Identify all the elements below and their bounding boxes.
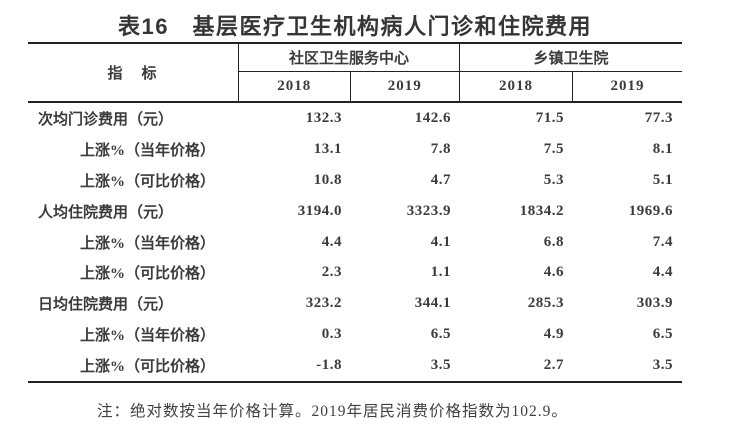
- table-footnote: 注：绝对数按当年价格计算。2019年居民消费价格指数为102.9。: [97, 403, 568, 420]
- cell-value: 77.3: [644, 109, 673, 126]
- cell-value: 4.1: [430, 233, 451, 250]
- cell-value: 7.5: [543, 140, 564, 157]
- table-row: 次均门诊费用（元） 132.3 142.6 71.5 77.3: [28, 103, 682, 134]
- cell-value: 7.4: [652, 233, 673, 250]
- table-row: 上涨%（当年价格） 0.3 6.5 4.9 6.5: [28, 319, 682, 350]
- cell-value: 13.1: [313, 140, 342, 157]
- cell-value: 132.3: [305, 109, 342, 126]
- cell-value: 3194.0: [297, 202, 342, 219]
- table-row: 上涨%（当年价格） 13.1 7.8 7.5 8.1: [28, 134, 682, 165]
- table-title: 表16 基层医疗卫生机构病人门诊和住院费用: [118, 14, 592, 39]
- cell-value: -1.8: [316, 357, 342, 374]
- header-group-community: 社区卫生服务中心 2018 2019: [239, 44, 460, 101]
- year-header: 2019: [610, 78, 645, 94]
- table-body: 次均门诊费用（元） 132.3 142.6 71.5 77.3 上涨%（当年价格…: [28, 103, 682, 381]
- table-row: 上涨%（可比价格） 10.8 4.7 5.3 5.1: [28, 165, 682, 196]
- row-label: 上涨%（可比价格）: [80, 173, 216, 190]
- cell-value: 1834.2: [519, 202, 564, 219]
- cell-value: 4.4: [652, 264, 673, 281]
- cell-value: 344.1: [414, 295, 451, 312]
- cell-value: 4.9: [543, 326, 564, 343]
- row-label: 日均住院费用（元）: [38, 297, 174, 314]
- cell-value: 303.9: [636, 295, 673, 312]
- cell-value: 1969.6: [628, 202, 673, 219]
- cell-value: 3.5: [430, 357, 451, 374]
- cell-value: 7.8: [430, 140, 451, 157]
- cell-value: 5.1: [652, 171, 673, 188]
- cell-value: 2.7: [543, 357, 564, 374]
- row-label: 上涨%（可比价格）: [80, 359, 216, 376]
- table-row: 上涨%（可比价格） 2.3 1.1 4.6 4.4: [28, 257, 682, 288]
- year-header: 2018: [460, 72, 573, 101]
- table-row: 日均住院费用（元） 323.2 344.1 285.3 303.9: [28, 288, 682, 319]
- cell-value: 4.6: [543, 264, 564, 281]
- row-label: 上涨%（可比价格）: [80, 266, 216, 283]
- table-row: 人均住院费用（元） 3194.0 3323.9 1834.2 1969.6: [28, 196, 682, 227]
- year-header: 2018: [239, 72, 351, 101]
- cell-value: 323.2: [305, 295, 342, 312]
- cell-value: 4.4: [321, 233, 342, 250]
- row-label: 上涨%（当年价格）: [80, 235, 216, 252]
- cell-value: 142.6: [414, 109, 451, 126]
- year-header: 2019: [387, 78, 422, 94]
- group-label: 乡镇卫生院: [460, 44, 682, 72]
- table-header: 指 标 社区卫生服务中心 2018 2019 乡镇卫生院 2018 2019: [28, 44, 682, 103]
- group-years: 2018 2019: [460, 72, 682, 101]
- row-label: 上涨%（当年价格）: [80, 328, 216, 345]
- cell-value: 6.5: [652, 326, 673, 343]
- cell-value: 2.3: [321, 264, 342, 281]
- cell-value: 5.3: [543, 171, 564, 188]
- table-row: 上涨%（当年价格） 4.4 4.1 6.8 7.4: [28, 227, 682, 258]
- header-groups: 社区卫生服务中心 2018 2019 乡镇卫生院 2018 2019: [239, 44, 682, 101]
- header-indicator: 指 标: [28, 44, 239, 101]
- cell-value: 0.3: [321, 326, 342, 343]
- header-group-township: 乡镇卫生院 2018 2019: [460, 44, 682, 101]
- cell-value: 6.5: [430, 326, 451, 343]
- row-label: 上涨%（当年价格）: [80, 142, 216, 159]
- cell-value: 3323.9: [406, 202, 451, 219]
- row-label: 次均门诊费用（元）: [38, 111, 174, 128]
- cell-value: 6.8: [543, 233, 564, 250]
- group-label: 社区卫生服务中心: [239, 44, 459, 72]
- cell-value: 285.3: [527, 295, 564, 312]
- cell-value: 1.1: [430, 264, 451, 281]
- cell-value: 3.5: [652, 357, 673, 374]
- cell-value: 10.8: [313, 171, 342, 188]
- cell-value: 71.5: [535, 109, 564, 126]
- cell-value: 8.1: [652, 140, 673, 157]
- cell-value: 4.7: [430, 171, 451, 188]
- statistics-table: 指 标 社区卫生服务中心 2018 2019 乡镇卫生院 2018 2019: [28, 42, 682, 384]
- row-label: 人均住院费用（元）: [38, 204, 174, 221]
- group-years: 2018 2019: [239, 72, 459, 101]
- table-row: 上涨%（可比价格） -1.8 3.5 2.7 3.5: [28, 350, 682, 381]
